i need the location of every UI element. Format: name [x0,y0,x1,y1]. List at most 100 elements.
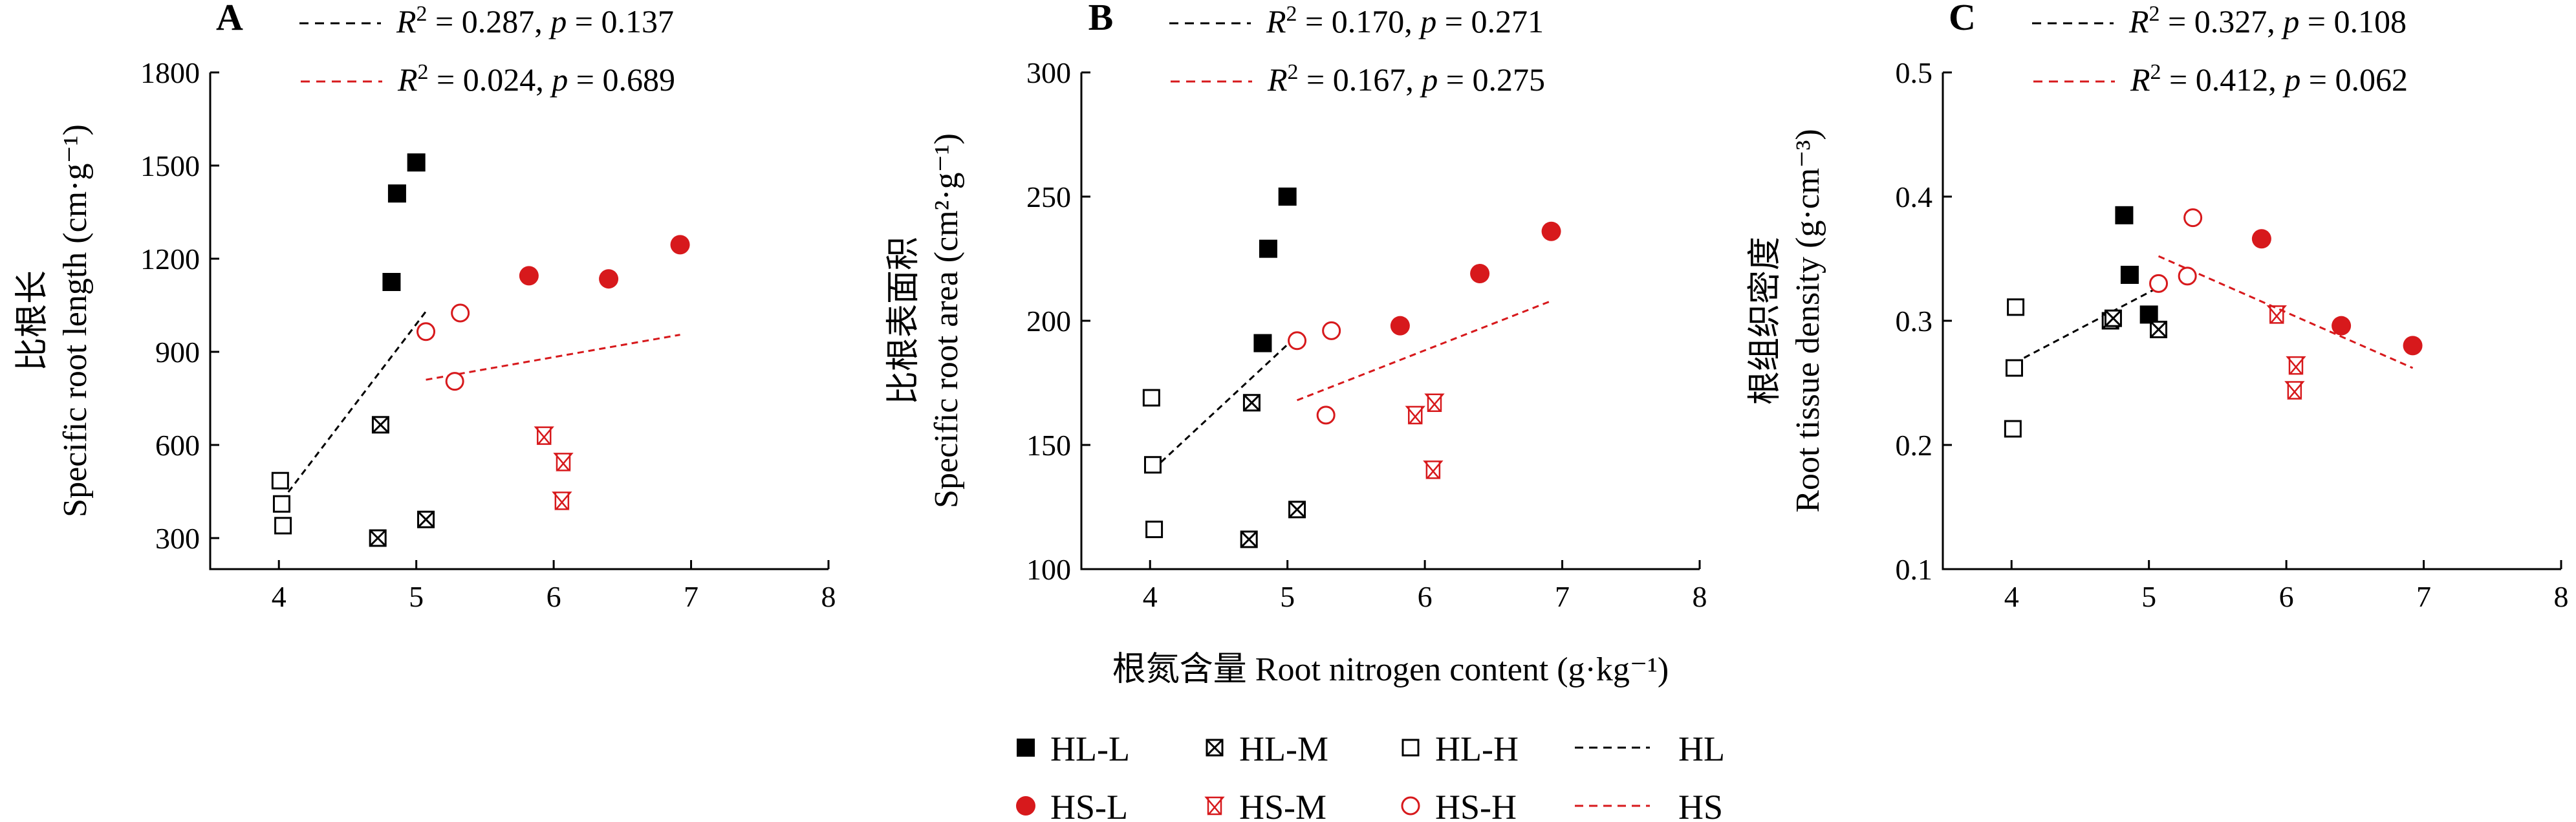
x-tick-label: 4 [272,580,287,613]
x-tick-label: 8 [2554,580,2569,613]
point-hl-l [407,153,426,172]
p-value: 0.108 [2333,3,2407,39]
point-hl-l [1278,188,1297,206]
point-hs-h [1316,406,1336,425]
fit-line-hs [1296,299,1552,402]
point-hs-h [451,303,470,323]
axes-frame [1080,72,1700,570]
series-hl-m [369,416,435,547]
axes-frame [1942,72,2561,570]
p-value: 0.275 [1472,61,1545,98]
point-hl-l [1259,239,1277,258]
series-hl-m [1240,394,1306,548]
y-axis-label-zh: 根组织密度 [1747,237,1784,405]
legend-label: HS-H [1435,788,1517,822]
y-axis-label-zh: 比根表面积 [885,237,922,405]
x-tick-label: 8 [821,580,836,613]
point-hl-h [2004,420,2022,438]
point-hs-h [1322,321,1341,340]
y-tick-label: 0.5 [1896,56,1933,89]
x-tick-label: 7 [1555,580,1570,613]
x-tick-label: 7 [2416,580,2431,613]
point-hs-l [2403,336,2423,356]
p-value: 0.062 [2335,61,2408,98]
fit-line-hs [2158,255,2414,369]
point-hl-l [1253,334,1272,352]
point-hs-h [2178,266,2197,286]
point-hs-m [553,453,574,471]
series-hl-l [2115,206,2158,324]
x-tick-label: 5 [1280,580,1295,613]
stat-text-hl: R2 = 0.327, p = 0.108 [2128,2,2407,39]
point-hl-m-cross [1244,395,1260,411]
series-hs-l [1390,221,1561,336]
point-hl-m-cross [370,530,386,546]
p-value: 0.137 [601,3,674,39]
y-tick-label: 250 [1026,180,1071,213]
stat-text-hs: R2 = 0.412, p = 0.062 [2130,60,2408,98]
y-tick-label: 1800 [140,56,200,89]
point-hl-m-cross [418,512,434,528]
point-hs-m [552,492,572,510]
x-tick-label: 5 [409,580,424,613]
series-hs-h [1288,321,1341,425]
fit-line-hl [1152,334,1298,471]
series-hl-l [382,153,426,291]
point-hs-m [1405,406,1425,425]
panel-label: B [1088,0,1114,38]
point-hl-h [1145,521,1164,539]
series-hs-h [417,303,470,391]
x-tick-label: 6 [2279,580,2294,613]
point-hl-m-cross [373,416,389,433]
y-axis-label-en: Root tissue density (g·cm⁻³) [1790,129,1826,512]
x-tick-label: 5 [2141,580,2156,613]
fit-line-hs [426,334,680,381]
r2-value: 0.170 [1332,3,1405,39]
point-hs-l [2251,229,2271,249]
point-hs-h [1288,331,1307,351]
legend: HL-L HL-M HL-H HL HS-L HS-M HS-H HS [1016,730,1725,822]
point-hs-m [2286,356,2306,375]
series-hs-h [2149,208,2203,293]
legend-label: HS-L [1050,788,1128,822]
point-hl-h [1142,389,1160,407]
point-hl-m [369,529,387,547]
legend-item-hl-l: HL-L [1017,730,1130,768]
y-tick-label: 0.4 [1896,180,1933,213]
y-tick-label: 100 [1026,553,1071,586]
legend-swatch [1401,796,1420,816]
series-hs-m [2266,305,2306,400]
legend-label: HL-M [1239,730,1328,768]
stat-text-hl: R2 = 0.287, p = 0.137 [396,2,674,39]
point-hl-m-cross [1289,501,1305,517]
x-tick-label: 4 [1143,580,1158,613]
legend-item-hs-l: HS-L [1016,788,1128,822]
point-hl-l [382,273,401,291]
point-hs-h [2149,274,2169,293]
y-axis-label-en: Specific root length (cm·g⁻¹) [57,124,94,517]
point-hs-l [599,269,619,289]
y-axis-label-en: Specific root area (cm²·g⁻¹) [928,133,965,508]
panel-label: C [1949,0,1976,38]
point-hl-h [272,495,290,513]
r2-value: 0.167 [1333,61,1406,98]
point-hl-m-cross [2105,310,2121,327]
y-axis-label-zh: 比根长 [14,270,51,371]
legend-label: HL-H [1435,730,1519,768]
point-hl-h [274,517,292,535]
y-tick-label: 150 [1026,429,1071,462]
series-hs-l [2251,229,2423,356]
point-hl-l [387,184,406,203]
p-value: 0.689 [602,61,675,98]
stat-text-hs: R2 = 0.024, p = 0.689 [397,60,675,98]
r2-value: 0.412 [2196,61,2269,98]
y-tick-label: 600 [155,429,200,462]
x-tick-label: 4 [2004,580,2019,613]
legend-swatch [1017,739,1035,757]
point-hl-l [2115,206,2134,224]
point-hs-m [2266,305,2287,324]
y-tick-label: 300 [1026,56,1071,89]
x-tick-label: 7 [684,580,698,613]
series-hl-m [2101,309,2168,338]
